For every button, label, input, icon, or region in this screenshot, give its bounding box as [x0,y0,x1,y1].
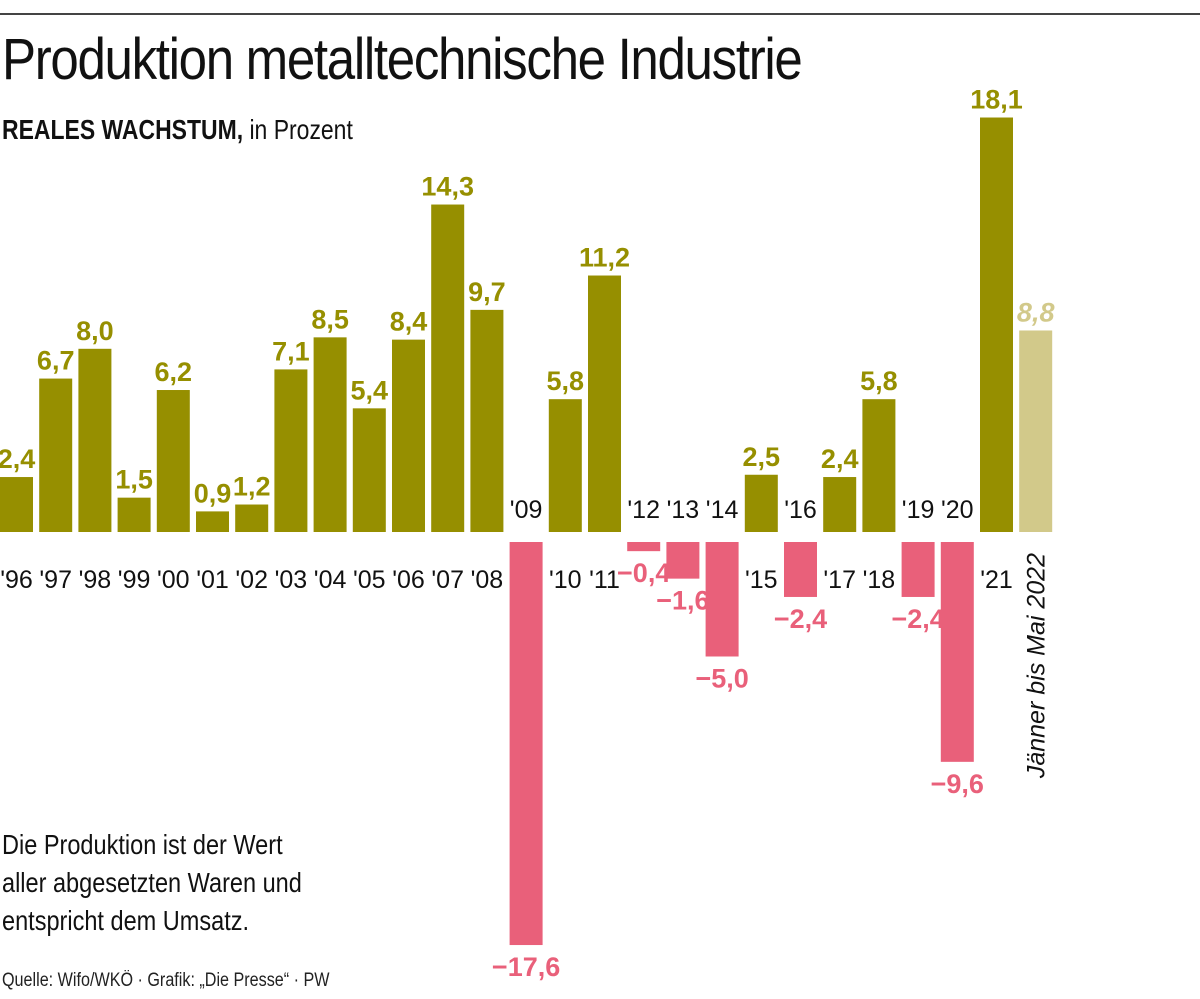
value-label: 1,5 [115,465,153,495]
subtitle-unit: in Prozent [243,114,353,145]
category-label: '10 [549,566,582,594]
category-label: '16 [784,496,817,524]
value-label: −9,6 [931,769,984,799]
value-label: 7,1 [272,336,310,366]
value-label: 2,4 [821,444,859,474]
value-label: 2,4 [0,444,35,474]
category-label: '17 [823,566,856,594]
value-label: 5,8 [547,366,585,396]
value-label: 9,7 [468,277,506,307]
value-label: −1,6 [656,586,709,616]
category-label: '01 [196,566,229,594]
explanatory-note: Die Produktion ist der Wert aller abgese… [2,826,302,940]
bar [588,275,621,532]
value-label: −0,4 [617,558,670,588]
value-label: 8,0 [76,316,114,346]
category-label: '00 [157,566,190,594]
value-label: −2,4 [891,604,944,634]
subtitle-bold: REALES WACHSTUM, [2,114,244,145]
category-label: '13 [667,496,700,524]
bar [117,497,151,532]
bar [862,399,896,532]
value-label: 8,8 [1017,297,1055,327]
category-label: '09 [510,496,543,524]
category-label: Jänner bis Mai 2022 [1023,553,1051,779]
chart-title: Produktion metalltechnische Industrie [2,27,803,92]
category-label: '19 [902,496,935,524]
bar [470,309,504,532]
category-label: '12 [627,496,660,524]
value-label: 11,2 [579,243,630,273]
bar [744,474,778,532]
note-line: Die Produktion ist der Wert [2,829,283,860]
category-label: '03 [275,566,308,594]
bar [940,542,974,762]
bar [39,378,73,532]
value-label: 1,2 [233,472,271,502]
category-label: '21 [980,566,1013,594]
category-label: '18 [863,566,896,594]
bar [274,369,308,532]
category-label: '15 [745,566,778,594]
value-label: 5,4 [351,375,389,405]
source-credit: Quelle: Wifo/WKÖ · Grafik: „Die Presse“ … [2,970,330,991]
note-line: aller abgesetzten Waren und [2,867,302,898]
category-label: '11 [589,566,620,594]
bar [548,399,582,532]
bar [156,390,190,532]
category-label: '96 [0,566,33,594]
bar [431,204,465,532]
value-label: −2,4 [774,604,827,634]
category-label: '04 [314,566,347,594]
bar [313,337,347,532]
bar [784,542,817,597]
bar [196,511,229,532]
note-line: entspricht dem Umsatz. [2,905,250,936]
bar [509,542,543,946]
category-label: '99 [118,566,151,594]
chart-subtitle: REALES WACHSTUM, in Prozent [2,114,353,146]
bar [0,477,33,532]
category-label: '05 [353,566,386,594]
value-label: 6,2 [155,357,193,387]
bar [627,542,661,552]
bar [823,477,857,532]
top-rule [0,13,1200,15]
bar [666,542,700,579]
bar [392,339,425,532]
bar [78,348,112,532]
value-label: 2,5 [743,442,781,472]
bar [901,542,935,597]
value-label: −17,6 [492,952,560,982]
category-label: '97 [39,566,72,594]
value-label: 5,8 [860,366,898,396]
category-label: '02 [235,566,268,594]
value-label: −5,0 [695,664,748,694]
bar [352,408,386,532]
bar [980,117,1013,532]
category-label: '08 [471,566,504,594]
category-label: '07 [431,566,464,594]
value-label: 18,1 [970,85,1023,115]
value-label: 8,4 [390,307,428,337]
category-label: '20 [941,496,974,524]
value-label: 6,7 [37,346,75,376]
category-label: '14 [706,496,739,524]
bar [235,504,269,532]
value-label: 14,3 [421,172,474,202]
bar [1019,330,1053,532]
value-label: 8,5 [311,304,349,334]
category-label: '98 [79,566,112,594]
category-label: '06 [392,566,425,594]
bar [705,542,739,657]
value-label: 0,9 [194,478,232,508]
